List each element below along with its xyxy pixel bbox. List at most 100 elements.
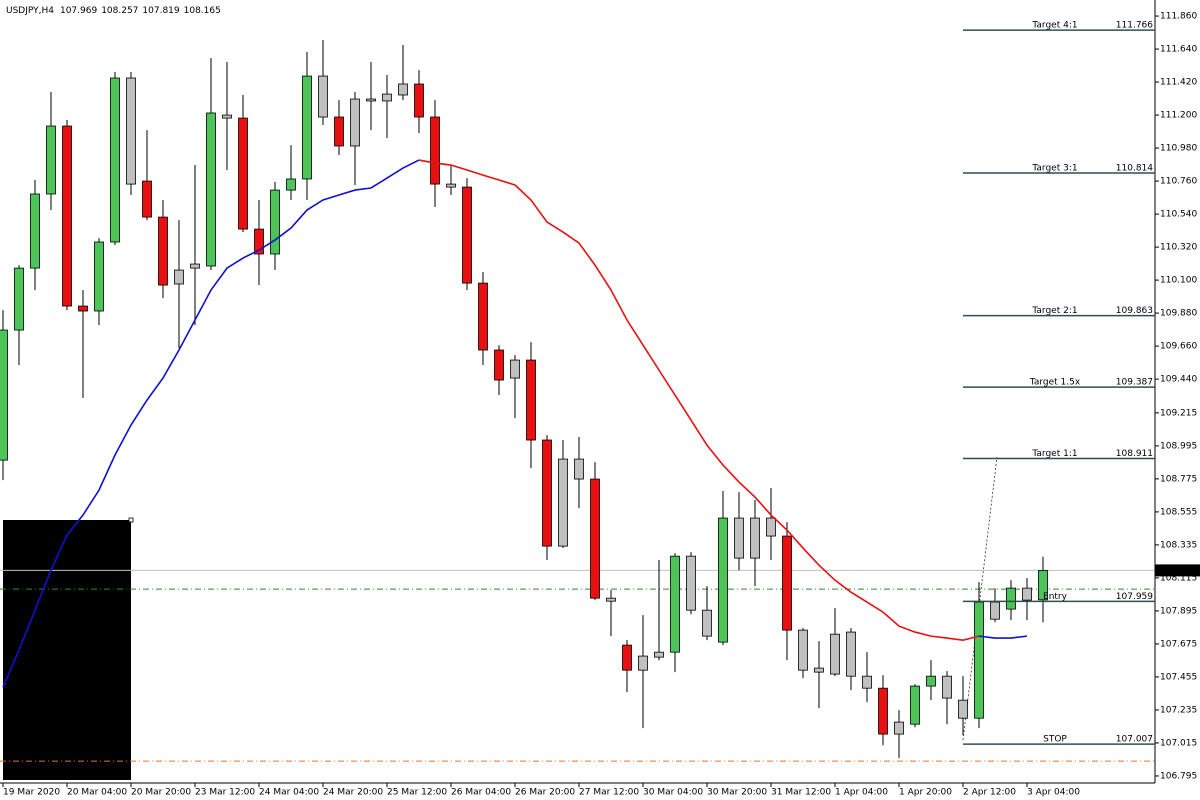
- y-tick-label: 107.675: [1160, 639, 1197, 649]
- candle-body: [238, 117, 248, 230]
- candle-body: [958, 699, 968, 719]
- x-tick-label: 31 Mar 12:00: [771, 788, 831, 798]
- level-value: 107.959: [1116, 592, 1153, 602]
- candle-body: [878, 687, 888, 735]
- candle-body: [910, 685, 920, 725]
- candle-body: [190, 263, 200, 269]
- y-tick-label: 108.335: [1160, 540, 1197, 550]
- x-tick-label: 19 Mar 2020: [3, 788, 60, 798]
- candle-body: [302, 75, 312, 180]
- x-tick-label: 24 Mar 20:00: [323, 788, 383, 798]
- candle-body: [718, 517, 728, 643]
- y-tick-label: 108.115: [1160, 573, 1197, 583]
- candle-body: [638, 655, 648, 671]
- candle-body: [158, 216, 168, 286]
- candle-body: [318, 75, 328, 118]
- level-value: 109.387: [1116, 378, 1153, 388]
- candle-body: [430, 116, 440, 185]
- candle-body: [14, 267, 24, 331]
- plot-area: [0, 40, 1155, 780]
- y-tick-label: 108.995: [1160, 441, 1197, 451]
- y-tick-label: 110.980: [1160, 144, 1197, 154]
- candle-body: [78, 305, 88, 312]
- candle-body: [734, 517, 744, 559]
- y-tick-label: 108.555: [1160, 507, 1197, 517]
- x-tick-label: 20 Mar 20:00: [131, 788, 191, 798]
- candle-body: [686, 555, 696, 611]
- candle-body: [558, 458, 568, 547]
- x-tick-label: 23 Mar 12:00: [195, 788, 255, 798]
- candle-body: [750, 517, 760, 559]
- x-tick-label: 1 Apr 20:00: [899, 788, 952, 798]
- candle-body: [206, 112, 216, 267]
- header-low: 107.819: [142, 6, 179, 16]
- candle-body: [382, 93, 392, 102]
- level-label: STOP: [1043, 735, 1067, 745]
- y-tick-label: 110.760: [1160, 177, 1197, 187]
- candle-body: [590, 478, 600, 599]
- x-tick-label: 1 Apr 04:00: [835, 788, 888, 798]
- candle-body: [526, 359, 536, 441]
- candle-body: [398, 83, 408, 96]
- level-value: 107.007: [1116, 735, 1153, 745]
- level-label: Target 4:1: [1031, 21, 1077, 31]
- candle-body: [766, 517, 776, 537]
- level-label: Target 3:1: [1031, 163, 1077, 173]
- y-tick-label: 110.540: [1160, 210, 1197, 220]
- candle-body: [542, 439, 552, 547]
- x-tick-label: 25 Mar 12:00: [387, 788, 447, 798]
- price-box-label: 108.165: [1158, 566, 1195, 576]
- candle-body: [366, 98, 376, 102]
- candle-body: [782, 535, 792, 631]
- candle-body: [1022, 587, 1032, 601]
- candle-body: [574, 458, 584, 480]
- x-tick-label: 26 Mar 04:00: [451, 788, 511, 798]
- y-tick-label: 111.640: [1160, 45, 1197, 55]
- candle-body: [814, 667, 824, 673]
- candle-body: [30, 193, 40, 269]
- candle-body: [142, 180, 152, 218]
- candle-body: [702, 609, 712, 637]
- header-open: 107.969: [60, 6, 97, 16]
- y-tick-label: 110.320: [1160, 243, 1197, 253]
- x-tick-label: 30 Mar 20:00: [707, 788, 767, 798]
- candle-body: [0, 329, 8, 461]
- level-label: Entry: [1043, 592, 1068, 602]
- level-value: 108.911: [1116, 449, 1153, 459]
- level-value: 110.814: [1116, 163, 1153, 173]
- candle-body: [478, 282, 488, 351]
- candle-body: [414, 83, 424, 118]
- x-tick-label: 20 Mar 04:00: [67, 788, 127, 798]
- x-tick-label: 3 Apr 04:00: [1027, 788, 1080, 798]
- candle-body: [862, 675, 872, 689]
- candle-body: [654, 651, 664, 658]
- candle-body: [846, 631, 856, 677]
- candle-body: [286, 178, 296, 191]
- x-tick-label: 30 Mar 04:00: [643, 788, 703, 798]
- candle-body: [974, 601, 984, 719]
- level-value: 109.863: [1116, 306, 1153, 316]
- y-tick-label: 110.100: [1160, 276, 1197, 286]
- header-high: 108.257: [101, 6, 138, 16]
- x-tick-label: 2 Apr 12:00: [963, 788, 1016, 798]
- candle-body: [254, 228, 264, 255]
- moving-average: [418, 159, 980, 641]
- chart-header: USDJPY,H4 107.969 108.257 107.819 108.165: [6, 6, 221, 16]
- candle-body: [110, 77, 120, 243]
- candle-body: [606, 597, 616, 602]
- candle-body: [1038, 570, 1048, 601]
- candle-body: [62, 125, 72, 307]
- header-close: 108.165: [184, 6, 221, 16]
- y-tick-label: 111.420: [1160, 78, 1197, 88]
- candle-body: [622, 644, 632, 671]
- y-tick-label: 107.235: [1160, 705, 1197, 715]
- candle-body: [942, 675, 952, 699]
- object-handle: [128, 517, 134, 523]
- object-box: [3, 520, 131, 780]
- x-tick-label: 24 Mar 04:00: [259, 788, 319, 798]
- y-tick-label: 107.455: [1160, 672, 1197, 682]
- y-tick-label: 109.660: [1160, 342, 1197, 352]
- candle-body: [798, 629, 808, 671]
